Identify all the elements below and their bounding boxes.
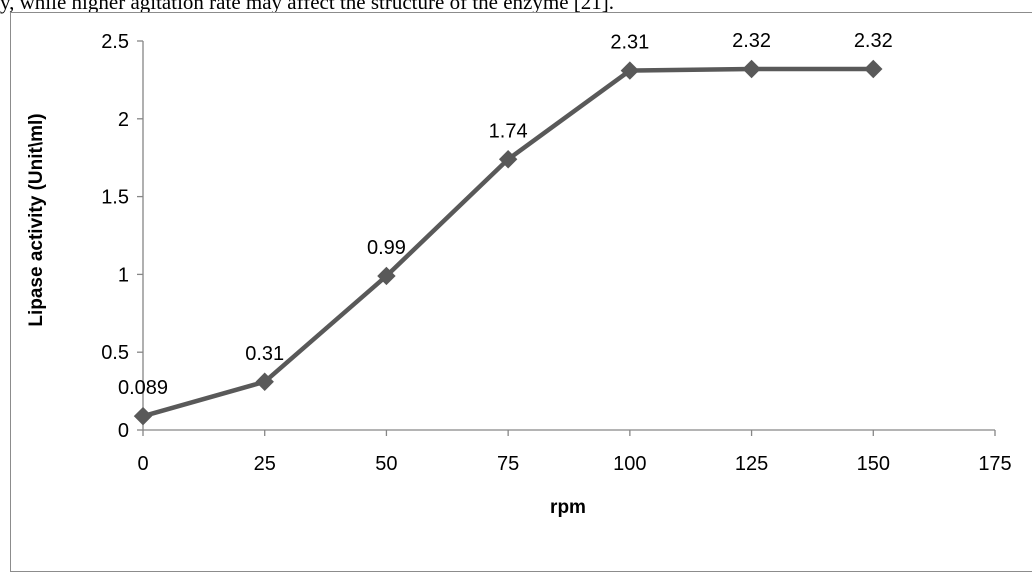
x-tick-label: 150: [857, 453, 890, 475]
data-label: 1.74: [489, 120, 528, 142]
caption-text: y, while higher agitation rate may affec…: [0, 0, 615, 14]
x-tick-label: 125: [735, 453, 768, 475]
y-tick-label: 2.5: [101, 31, 129, 53]
y-axis-title: Lipase activity (Unit\ml): [26, 113, 47, 326]
y-tick-label: 0.5: [101, 342, 129, 364]
data-label: 0.31: [245, 343, 284, 365]
x-axis-title: rpm: [550, 497, 586, 518]
data-point-marker: [498, 150, 518, 169]
data-label: 0.99: [367, 237, 406, 259]
data-point-marker: [864, 59, 883, 79]
data-point-marker: [255, 372, 274, 391]
y-tick-label: 1: [118, 264, 129, 286]
data-label: 2.31: [610, 32, 649, 54]
x-tick-label: 50: [375, 453, 397, 475]
x-tick-label: 0: [137, 453, 148, 475]
data-point-marker: [620, 61, 640, 80]
data-series: 0.089 0.31 0.99 1.74 2.31 2.32 2.32: [118, 30, 893, 426]
data-label: 2.32: [854, 30, 893, 52]
x-tick-label: 100: [613, 453, 646, 475]
y-tick-label: 1.5: [101, 187, 129, 209]
data-point-marker: [133, 406, 153, 426]
x-tick-label: 25: [254, 453, 276, 475]
x-tick-label: 75: [497, 453, 519, 475]
data-label: 0.089: [118, 377, 168, 399]
x-tick-label: 175: [978, 453, 1011, 475]
lipase-activity-chart: 0 0.5 1 1.5 2 2.5 0 25 50 75 100 125 150 175 0.089 0.3…: [26, 30, 1012, 518]
data-label: 2.32: [732, 30, 771, 52]
axes: 0 0.5 1 1.5 2 2.5 0 25 50 75 100 125 150 175: [101, 31, 1012, 475]
data-point-marker: [742, 59, 761, 79]
data-point-marker: [377, 266, 396, 286]
y-tick-label: 0: [118, 420, 129, 442]
y-tick-label: 2: [118, 109, 129, 131]
